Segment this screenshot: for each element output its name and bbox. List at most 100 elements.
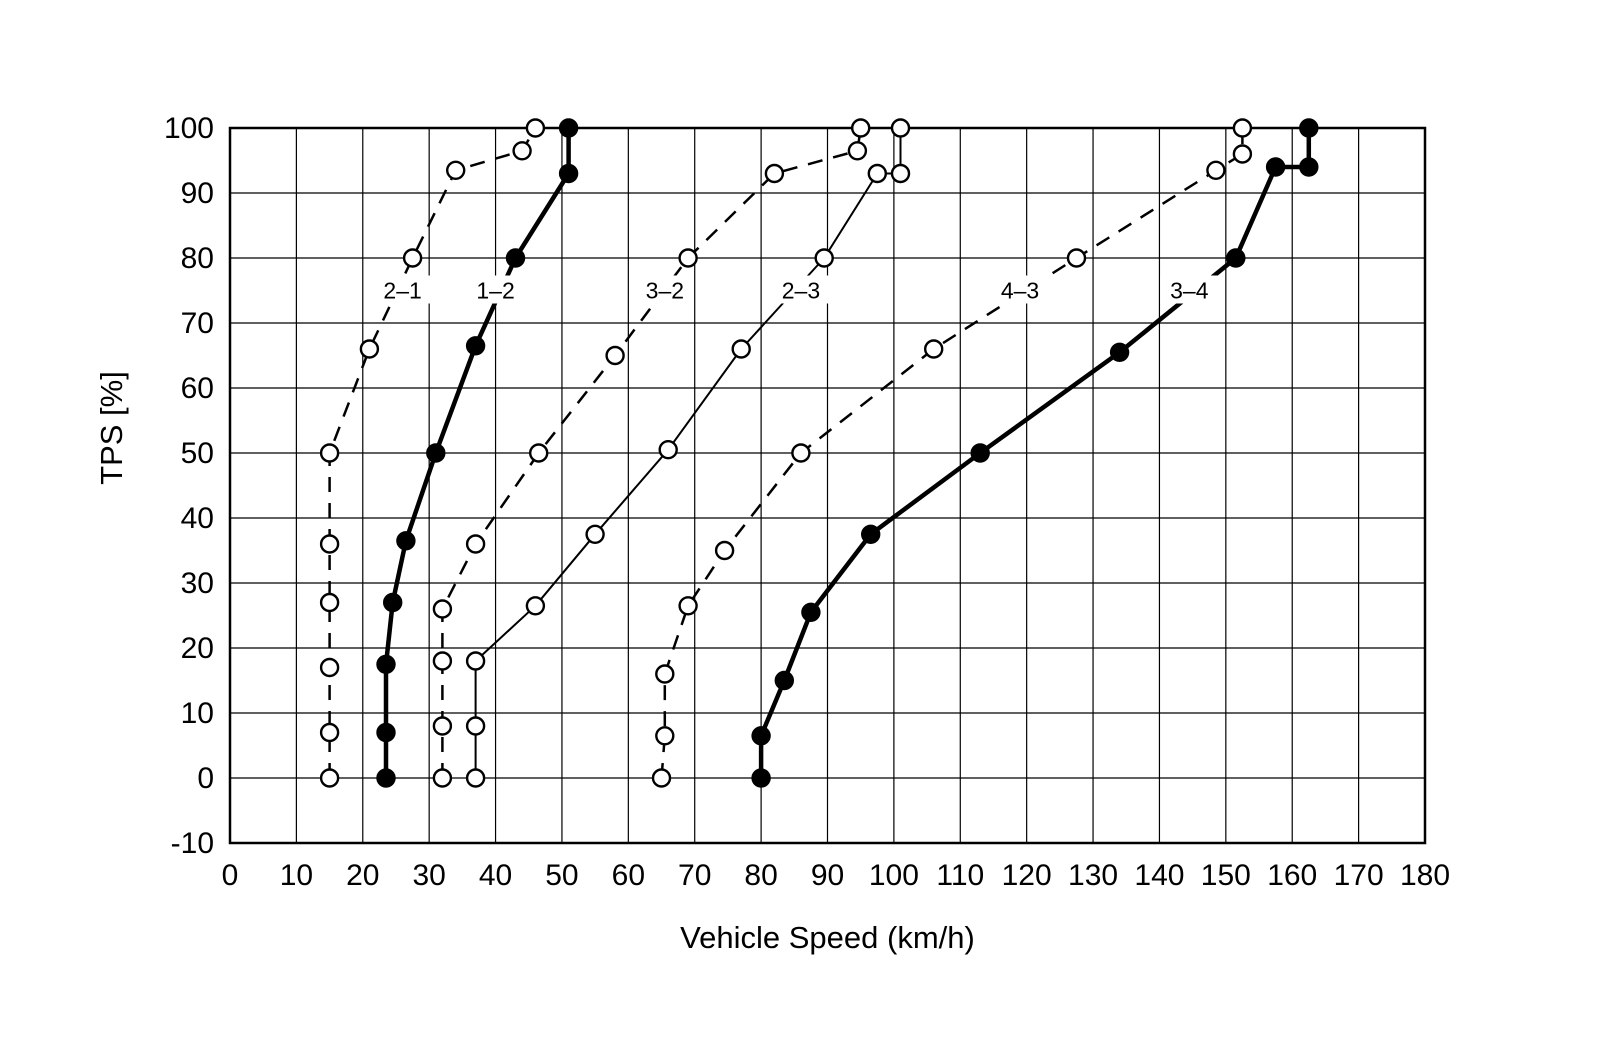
curve-3-4-marker bbox=[751, 726, 771, 746]
curve-3-2-marker bbox=[432, 768, 453, 788]
curve-2-1-marker bbox=[319, 722, 340, 743]
x-tick-label: 150 bbox=[1201, 859, 1251, 892]
curve-4-3-marker bbox=[714, 540, 735, 561]
x-tick-label: 40 bbox=[479, 859, 512, 892]
curve-4-3-marker bbox=[651, 768, 672, 788]
curve-4-3-marker bbox=[1232, 144, 1253, 164]
curve-3-2-marker bbox=[851, 118, 871, 138]
y-tick-label: 90 bbox=[181, 177, 214, 210]
curve-label-background bbox=[635, 275, 694, 304]
curve-4-3-marker bbox=[1232, 118, 1253, 138]
curve-2-3-marker bbox=[814, 248, 834, 268]
curve-3-4-marker bbox=[1299, 118, 1319, 138]
plot-frame bbox=[228, 126, 1427, 845]
x-tick-label: 20 bbox=[346, 859, 379, 892]
curve-4-3-marker bbox=[924, 339, 944, 359]
curve-2-1-marker bbox=[402, 248, 423, 268]
curve-label: 4–3 bbox=[1001, 278, 1039, 304]
y-tick-label: 30 bbox=[181, 567, 214, 600]
x-tick-label: 80 bbox=[744, 859, 777, 892]
curve-1-2-marker bbox=[505, 248, 526, 268]
curve-2-1-marker bbox=[319, 657, 340, 678]
curve-3-2-marker bbox=[847, 141, 868, 161]
curve-label-background bbox=[991, 275, 1050, 304]
curve-3-2-marker bbox=[764, 163, 785, 184]
curve-3-4-marker bbox=[970, 443, 990, 463]
curve-2-3-marker bbox=[585, 524, 605, 544]
curve-4-3-marker bbox=[678, 596, 698, 616]
curve-3-4-marker bbox=[1299, 157, 1319, 177]
curve-2-1-marker bbox=[512, 141, 532, 161]
curve-1-2-marker bbox=[383, 592, 403, 613]
curve-3-4-marker bbox=[1265, 157, 1286, 177]
curve-3-2-marker bbox=[432, 599, 453, 619]
y-tick-label: 80 bbox=[181, 242, 214, 275]
curve-1-2-marker bbox=[426, 443, 446, 463]
curve-1-2-marker bbox=[558, 118, 579, 138]
curve-1-2-marker bbox=[465, 336, 486, 356]
curve-2-3-marker bbox=[890, 163, 911, 184]
curve-4-3-marker bbox=[791, 443, 811, 463]
curve-2-1-marker bbox=[319, 443, 340, 463]
curve-label-background bbox=[466, 275, 525, 304]
y-tick-label: 100 bbox=[164, 112, 214, 145]
curve-2-3-marker bbox=[731, 339, 751, 359]
curve-4-3-marker bbox=[655, 726, 675, 746]
x-tick-label: 10 bbox=[280, 859, 313, 892]
curve-label-background bbox=[1160, 275, 1219, 304]
curve-label-background bbox=[771, 275, 830, 304]
curve-2-3-marker bbox=[890, 118, 911, 138]
x-tick-label: 90 bbox=[811, 859, 844, 892]
curve-1-2-marker bbox=[376, 722, 396, 743]
curve-2-3-marker bbox=[465, 651, 486, 671]
y-tick-label: 70 bbox=[181, 307, 214, 340]
curve-3-2-marker bbox=[529, 443, 549, 463]
y-tick-label: -10 bbox=[171, 827, 214, 860]
x-tick-label: 50 bbox=[545, 859, 578, 892]
curve-3-4-marker bbox=[774, 670, 794, 691]
curve-1-2-marker bbox=[376, 768, 396, 788]
x-tick-label: 100 bbox=[869, 859, 919, 892]
curve-3-4-marker bbox=[751, 768, 771, 788]
y-tick-label: 0 bbox=[197, 762, 214, 795]
x-tick-label: 160 bbox=[1267, 859, 1317, 892]
y-tick-label: 50 bbox=[181, 437, 214, 470]
x-tick-label: 70 bbox=[678, 859, 711, 892]
curve-3-4-marker bbox=[801, 602, 821, 622]
curve-3-4-marker bbox=[861, 524, 881, 544]
curve-1-2-marker bbox=[376, 654, 396, 674]
curve-2-3-marker bbox=[867, 163, 887, 184]
curve-4-3-marker bbox=[1066, 248, 1087, 268]
y-tick-label: 60 bbox=[181, 372, 214, 405]
curve-2-1-marker bbox=[319, 534, 340, 554]
x-tick-label: 110 bbox=[936, 859, 984, 892]
x-axis-title: Vehicle Speed (km/h) bbox=[680, 920, 975, 955]
x-tick-label: 180 bbox=[1400, 859, 1450, 892]
curve-2-3-marker bbox=[465, 716, 486, 736]
curve-label: 2–1 bbox=[383, 278, 421, 304]
x-tick-label: 130 bbox=[1068, 859, 1118, 892]
x-tick-label: 0 bbox=[222, 859, 239, 892]
y-tick-label: 40 bbox=[181, 502, 214, 535]
curve-4-3-marker bbox=[655, 664, 675, 684]
curve-2-1-marker bbox=[359, 339, 380, 359]
curve-1-2-marker bbox=[396, 531, 416, 551]
x-tick-label: 170 bbox=[1334, 859, 1384, 892]
curve-label: 3–4 bbox=[1170, 278, 1209, 304]
curve-2-1-marker bbox=[446, 160, 466, 181]
curve-2-3-marker bbox=[658, 440, 678, 460]
curve-3-4-marker bbox=[1226, 248, 1246, 268]
curve-3-2-marker bbox=[465, 534, 486, 554]
curve-2-1-marker bbox=[525, 118, 546, 138]
curve-label: 1–2 bbox=[476, 278, 514, 304]
y-tick-label: 10 bbox=[181, 697, 214, 730]
x-tick-label: 140 bbox=[1134, 859, 1184, 892]
curve-4-3-marker bbox=[1206, 160, 1226, 181]
curve-1-2-marker bbox=[558, 163, 579, 184]
curve-label-background bbox=[373, 275, 432, 304]
x-tick-label: 60 bbox=[612, 859, 645, 892]
curve-label: 2–3 bbox=[782, 278, 820, 304]
